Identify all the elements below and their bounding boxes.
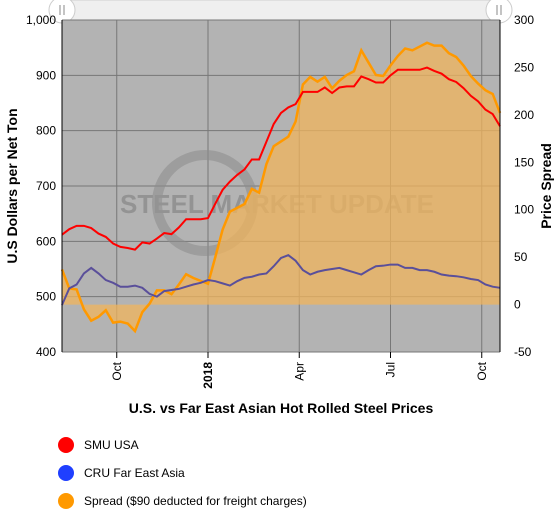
right-tick-label: -50 [514,345,532,359]
spread-area-layer [60,41,502,334]
left-ticks: 400 500 600 700 800 900 1,000 [26,13,56,359]
left-tick-label: 900 [36,68,56,82]
right-tick-label: 100 [514,203,534,217]
x-tick-label: Oct [475,361,489,380]
smu-usa-line [61,66,501,251]
legend-swatch [58,493,74,509]
legend-swatch [58,437,74,453]
chart-title: U.S. vs Far East Asian Hot Rolled Steel … [129,400,434,416]
right-tick-label: 0 [514,298,521,312]
right-axis-title: Price Spread [538,143,554,229]
right-tick-label: 200 [514,108,534,122]
left-tick-label: 500 [36,290,56,304]
legend-item-spread[interactable]: Spread ($90 deducted for freight charges… [58,493,307,509]
x-tick-label: Jul [384,362,398,377]
right-ticks: -50 0 50 100 150 200 250 300 [514,13,534,359]
x-ticks: Oct 2018 Apr Jul Oct [110,352,489,389]
x-tick-label: Apr [292,362,306,381]
cru-far-east-asia-line [61,254,501,306]
x-tick-label: 2018 [201,362,215,389]
left-tick-label: 400 [36,345,56,359]
left-tick-label: 700 [36,179,56,193]
legend-swatch [58,465,74,481]
legend-item-smu-usa[interactable]: SMU USA [58,437,139,453]
right-tick-label: 250 [514,60,534,74]
left-tick-label: 800 [36,124,56,138]
right-tick-label: 300 [514,13,534,27]
lines-layer [61,66,501,306]
left-axis-title: U.S Dollars per Net Ton [4,108,20,263]
legend-item-cru[interactable]: CRU Far East Asia [58,465,185,481]
legend-label: Spread ($90 deducted for freight charges… [84,494,307,508]
left-tick-label: 600 [36,234,56,248]
spread-area [62,42,500,332]
right-tick-label: 50 [514,250,528,264]
left-tick-label: 1,000 [26,13,56,27]
spread-line [60,41,502,334]
legend-label: SMU USA [84,438,139,452]
legend-label: CRU Far East Asia [84,466,185,480]
x-tick-label: Oct [110,361,124,380]
right-tick-label: 150 [514,155,534,169]
